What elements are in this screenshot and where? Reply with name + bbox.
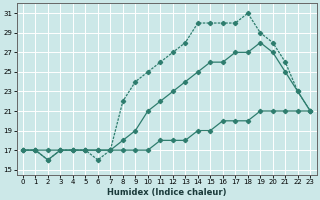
X-axis label: Humidex (Indice chaleur): Humidex (Indice chaleur) (107, 188, 226, 197)
